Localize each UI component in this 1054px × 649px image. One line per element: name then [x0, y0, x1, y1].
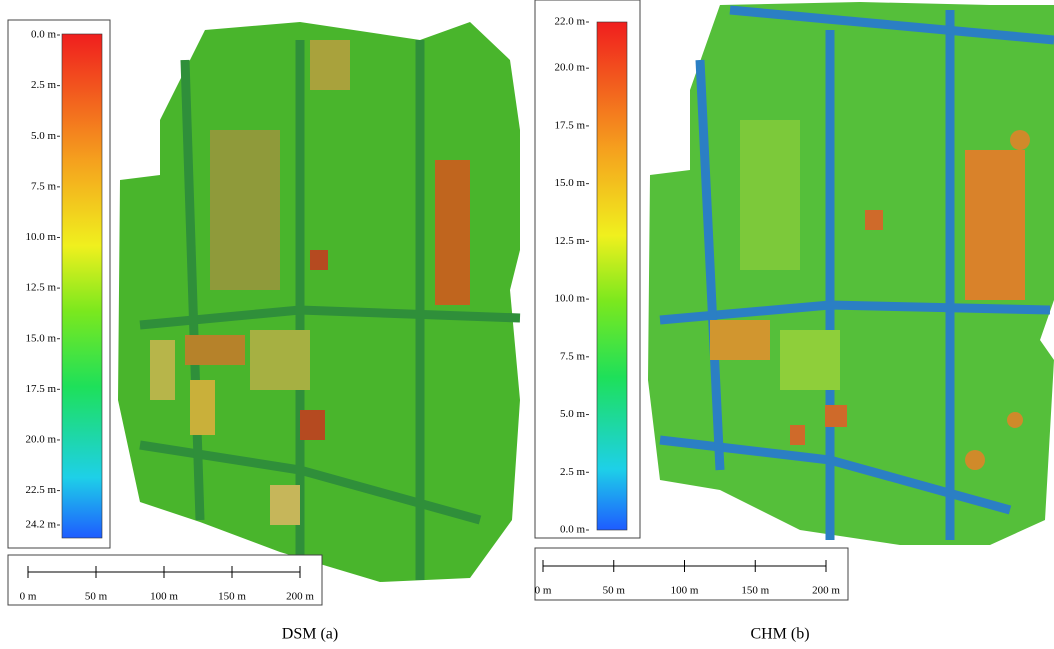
colorbar-label: 5.0 m — [31, 130, 57, 142]
building — [185, 335, 245, 365]
building — [310, 40, 350, 90]
scalebar-label: 100 m — [150, 591, 178, 603]
caption: DSM (a) — [282, 626, 338, 643]
scalebar-label: 100 m — [671, 585, 699, 597]
tree — [965, 450, 985, 470]
colorbar-label: 0.0 m — [560, 524, 586, 536]
colorbar-label: 12.5 m — [554, 235, 585, 247]
colorbar-label: 10.0 m — [25, 231, 56, 243]
colorbar-label: 24.2 m — [25, 519, 56, 531]
scalebar-label: 50 m — [603, 585, 626, 597]
dsm-map — [118, 22, 520, 582]
chm-map — [648, 2, 1054, 545]
building — [250, 330, 310, 390]
scalebar-label: 50 m — [85, 591, 108, 603]
building — [710, 320, 770, 360]
scalebar-label: 200 m — [286, 591, 314, 603]
colorbar-label: 7.5 m — [560, 350, 586, 362]
colorbar-label: 15.0 m — [25, 332, 56, 344]
building — [270, 485, 300, 525]
colorbar-label: 2.5 m — [31, 79, 57, 91]
colorbar — [62, 34, 102, 538]
colorbar — [597, 22, 627, 530]
scalebar-label: 150 m — [218, 591, 246, 603]
building — [150, 340, 175, 400]
colorbar-label: 7.5 m — [31, 180, 57, 192]
building — [300, 410, 325, 440]
figure: 0.0 m 2.5 m 5.0 m 7.5 m 10.0 m 12.5 m 15.0 m 17… — [0, 0, 1054, 649]
colorbar-label: 17.5 m — [554, 119, 585, 131]
tree — [1007, 412, 1023, 428]
building — [210, 130, 280, 290]
building — [740, 120, 800, 270]
building — [310, 250, 328, 270]
colorbar-label: 20.0 m — [554, 62, 585, 74]
colorbar-label: 12.5 m — [25, 282, 56, 294]
building — [965, 150, 1025, 300]
colorbar-label: 2.5 m — [560, 466, 586, 478]
scalebar-label: 0 m — [535, 585, 552, 597]
colorbar-label: 15.0 m — [554, 177, 585, 189]
colorbar-label: 17.5 m — [25, 383, 56, 395]
colorbar-label: 0.0 m — [31, 29, 57, 41]
colorbar-label: 22.5 m — [25, 484, 56, 496]
tree — [1010, 130, 1030, 150]
building — [790, 425, 805, 445]
scalebar-label: 200 m — [812, 585, 840, 597]
building — [190, 380, 215, 435]
caption: CHM (b) — [750, 626, 809, 643]
colorbar-label: 10.0 m — [554, 293, 585, 305]
scalebar-label: 150 m — [741, 585, 769, 597]
colorbar-label: 22.0 m — [554, 16, 585, 28]
building — [435, 160, 470, 305]
building — [865, 210, 883, 230]
colorbar-label: 20.0 m — [25, 433, 56, 445]
building — [825, 405, 847, 427]
scalebar-label: 0 m — [20, 591, 37, 603]
building — [780, 330, 840, 390]
colorbar-label: 5.0 m — [560, 408, 586, 420]
